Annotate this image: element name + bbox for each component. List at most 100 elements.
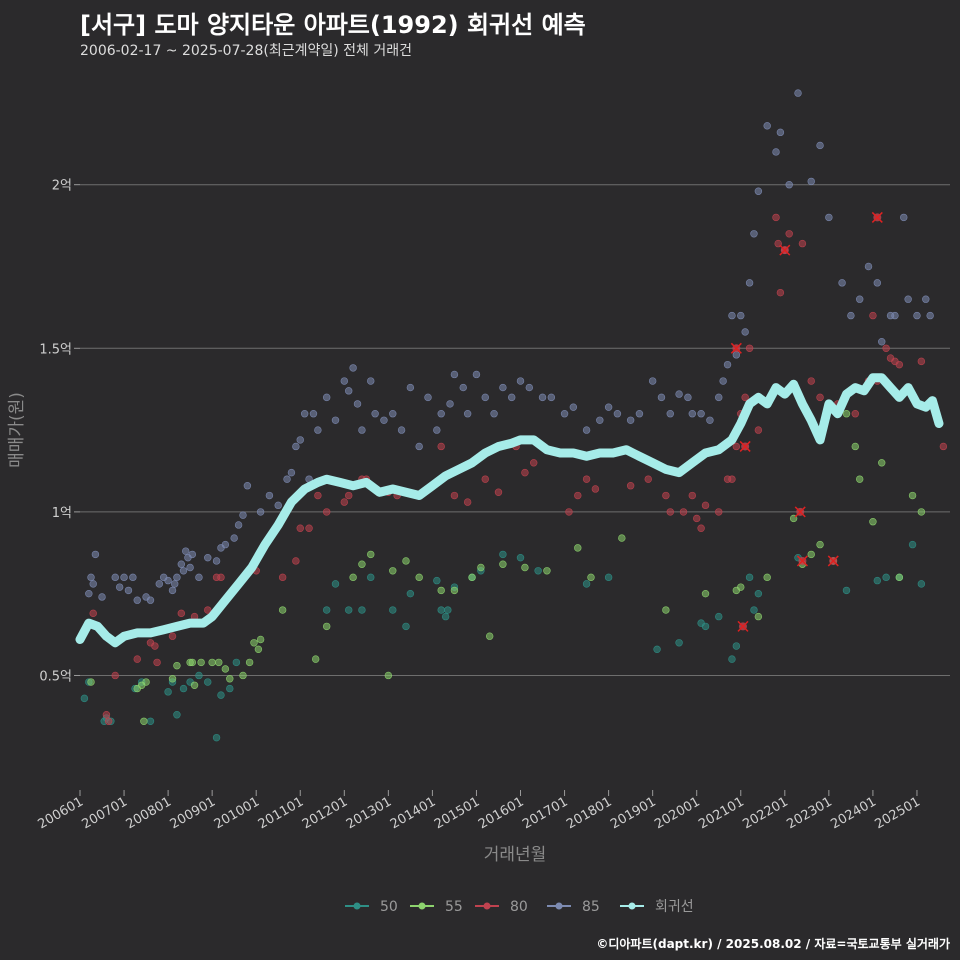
- point-85: [243, 482, 252, 490]
- x-tick-label: 201901: [608, 794, 658, 832]
- point-55: [173, 661, 181, 670]
- x-tick-label: 201301: [344, 794, 394, 832]
- point-85: [745, 279, 754, 287]
- legend-label: 55: [445, 899, 463, 915]
- point-55: [917, 508, 926, 516]
- x-axis-label: 거래년월: [484, 845, 547, 865]
- point-85: [613, 410, 622, 418]
- point-55: [245, 658, 254, 667]
- point-50: [80, 694, 89, 703]
- point-50: [322, 606, 331, 614]
- point-85: [463, 410, 472, 418]
- point-85: [234, 521, 243, 529]
- point-50: [331, 580, 340, 588]
- crossed-point: [730, 342, 742, 354]
- point-55: [437, 586, 445, 595]
- point-85: [459, 383, 467, 392]
- point-50: [754, 589, 763, 598]
- point-80: [798, 239, 807, 248]
- point-55: [415, 573, 423, 582]
- legend-item-85: 85: [547, 899, 600, 915]
- point-80: [701, 501, 710, 510]
- point-55: [190, 681, 199, 689]
- point-85: [715, 393, 723, 402]
- point-55: [250, 639, 258, 647]
- point-85: [177, 560, 186, 568]
- point-55: [239, 671, 247, 680]
- point-85: [340, 377, 349, 385]
- point-50: [842, 586, 851, 595]
- point-85: [85, 589, 93, 598]
- x-tick-label: 200901: [168, 794, 218, 832]
- point-50: [917, 580, 926, 588]
- point-55: [450, 586, 459, 595]
- point-50: [441, 612, 450, 621]
- x-axis-ticks: 2006012007012008012009012010012011012012…: [36, 790, 923, 832]
- point-85: [309, 410, 318, 418]
- point-50: [534, 567, 542, 575]
- scatter-points: [80, 89, 948, 742]
- point-85: [256, 508, 265, 516]
- point-85: [741, 328, 749, 336]
- point-80: [314, 491, 322, 500]
- point-85: [776, 128, 785, 137]
- x-tick-label: 201701: [520, 794, 570, 832]
- point-50: [232, 658, 241, 667]
- point-85: [922, 295, 930, 303]
- point-80: [305, 524, 313, 532]
- point-50: [212, 733, 221, 742]
- legend-label: 85: [582, 899, 600, 915]
- point-55: [311, 655, 320, 663]
- point-55: [358, 560, 366, 568]
- point-80: [177, 609, 186, 618]
- point-85: [437, 410, 445, 418]
- x-tick-label: 202201: [740, 794, 790, 832]
- point-55: [221, 665, 230, 673]
- point-50: [516, 553, 525, 562]
- point-50: [653, 645, 661, 654]
- point-85: [155, 580, 163, 588]
- point-85: [864, 262, 873, 271]
- point-80: [530, 459, 538, 467]
- point-85: [358, 426, 366, 434]
- x-tick-label: 202001: [652, 794, 702, 832]
- point-85: [560, 410, 569, 418]
- point-50: [604, 573, 613, 582]
- point-50: [873, 576, 882, 585]
- point-85: [825, 213, 833, 222]
- point-85: [490, 410, 498, 418]
- point-85: [331, 416, 340, 424]
- point-80: [785, 230, 793, 238]
- point-50: [173, 711, 181, 719]
- point-85: [173, 573, 181, 582]
- point-85: [891, 311, 899, 320]
- point-80: [296, 524, 304, 532]
- point-85: [115, 583, 124, 591]
- point-50: [728, 655, 736, 663]
- point-85: [120, 573, 128, 582]
- point-80: [521, 468, 529, 477]
- point-85: [397, 426, 406, 434]
- x-tick-label: 201801: [564, 794, 614, 832]
- point-85: [230, 534, 238, 542]
- point-55: [389, 567, 397, 575]
- point-85: [433, 426, 441, 434]
- point-55: [254, 645, 263, 654]
- point-85: [283, 475, 291, 483]
- point-55: [197, 658, 205, 667]
- point-50: [367, 573, 375, 582]
- point-80: [494, 488, 503, 496]
- point-55: [855, 475, 864, 483]
- point-85: [838, 279, 846, 287]
- point-85: [763, 122, 771, 130]
- point-85: [847, 311, 855, 320]
- point-85: [737, 311, 745, 320]
- point-85: [706, 416, 714, 424]
- y-axis-ticks: 0.5억 1억 1.5억 2억: [39, 179, 80, 684]
- point-55: [869, 518, 877, 526]
- point-85: [697, 410, 705, 418]
- point-85: [406, 383, 415, 392]
- point-80: [292, 557, 300, 565]
- point-85: [133, 596, 141, 604]
- x-tick-label: 201601: [476, 794, 526, 832]
